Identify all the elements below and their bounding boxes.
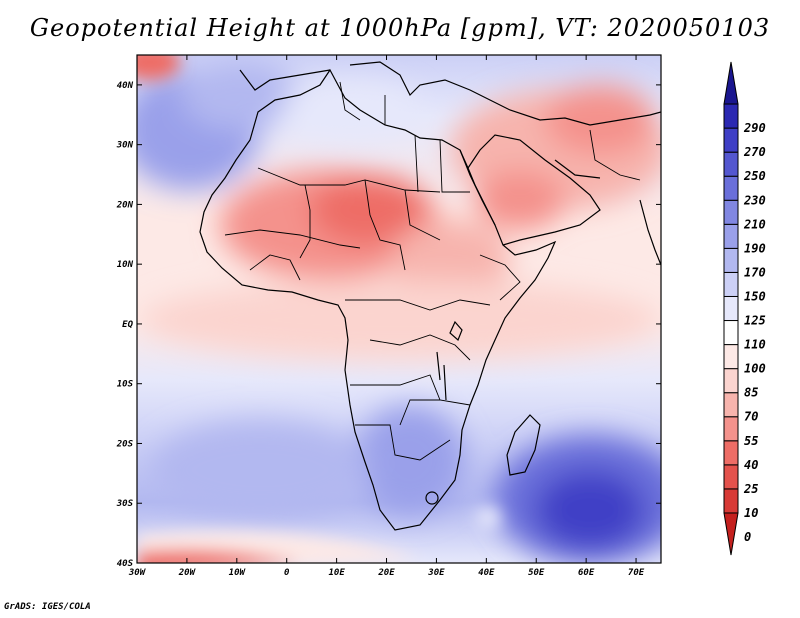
colorbar-swatch — [723, 247, 739, 273]
colorbar-label: 100 — [744, 362, 766, 376]
colorbar-top-arrow — [723, 61, 739, 105]
lon-tick-label: 10W — [229, 568, 247, 578]
lat-tick-label: 30S — [116, 499, 134, 509]
colorbar-swatch — [723, 416, 739, 442]
colorbar-label: 270 — [743, 145, 766, 159]
lon-tick-label: 30W — [128, 568, 147, 578]
colorbar-label: 25 — [743, 482, 758, 496]
lat-tick-label: 10S — [117, 380, 134, 390]
colorbar-swatch — [723, 151, 739, 177]
lat-tick-label: 30N — [116, 141, 134, 151]
colorbar-label: 40 — [744, 458, 758, 472]
colorbar-label: 150 — [744, 289, 766, 303]
credit-label: GrADS: IGES/COLA — [4, 602, 91, 612]
lon-tick-label: 60E — [578, 568, 595, 578]
colorbar-swatch — [723, 223, 739, 249]
colorbar-swatch — [723, 199, 739, 225]
colorbar-label: 190 — [744, 241, 766, 255]
lon-tick-label: 0 — [284, 568, 290, 578]
lat-tick-label: 20S — [116, 439, 134, 449]
lon-tick-label: 20W — [178, 568, 197, 578]
lon-tick-label: 30E — [427, 568, 445, 578]
colorbar-swatch — [723, 103, 739, 129]
colorbar-bottom-arrow — [723, 512, 739, 556]
colorbar-label: 70 — [744, 410, 758, 424]
lat-tick-label: 20N — [116, 200, 134, 210]
lon-tick-label: 20E — [377, 568, 395, 578]
colorbar-label: 230 — [743, 193, 766, 207]
colorbar: 0 10 25 40 55 70 85 100 110 125 150 170 190 210 230 250… — [723, 61, 766, 556]
colorbar-swatch — [723, 127, 739, 153]
lat-tick-label: 10N — [117, 260, 134, 270]
lat-tick-label: EQ — [122, 320, 133, 330]
colorbar-label: 210 — [743, 217, 766, 231]
colorbar-label: 290 — [743, 121, 766, 135]
colorbar-label: 85 — [744, 386, 758, 400]
colorbar-label: 170 — [744, 265, 766, 279]
colorbar-swatch — [723, 175, 739, 201]
lon-tick-label: 70E — [628, 568, 645, 578]
colorbar-swatch — [723, 344, 739, 370]
colorbar-swatch — [723, 295, 739, 322]
colorbar-label: 125 — [744, 314, 766, 328]
lat-tick-label: 40N — [117, 81, 134, 91]
height-field — [137, 55, 661, 563]
longitude-axis: 30W 20W 10W 0 10E 20E 30E 40E 50E 60E 70E — [128, 55, 645, 578]
latitude-axis: 40N 30N 20N 10N EQ 10S 20S 30S 40S — [116, 81, 661, 569]
colorbar-swatch — [723, 464, 739, 490]
colorbar-swatch — [723, 368, 739, 394]
colorbar-label: 0 — [744, 530, 751, 544]
colorbar-swatch — [723, 440, 739, 466]
colorbar-swatch — [723, 488, 739, 514]
colorbar-label: 10 — [744, 506, 758, 520]
colorbar-swatch — [723, 271, 739, 297]
map-title: Geopotential Height at 1000hPa [gpm], VT… — [29, 14, 771, 42]
colorbar-label: 250 — [743, 169, 766, 183]
map-frame — [136, 54, 662, 564]
lon-tick-label: 50E — [528, 568, 545, 578]
coastlines — [199, 61, 661, 531]
colorbar-swatch — [723, 320, 739, 346]
colorbar-swatch — [723, 392, 739, 418]
lon-tick-label: 10E — [328, 568, 345, 578]
colorbar-label: 55 — [744, 434, 758, 448]
colorbar-label: 110 — [744, 338, 766, 352]
lat-tick-label: 40S — [117, 559, 134, 569]
lon-tick-label: 40E — [478, 568, 495, 578]
